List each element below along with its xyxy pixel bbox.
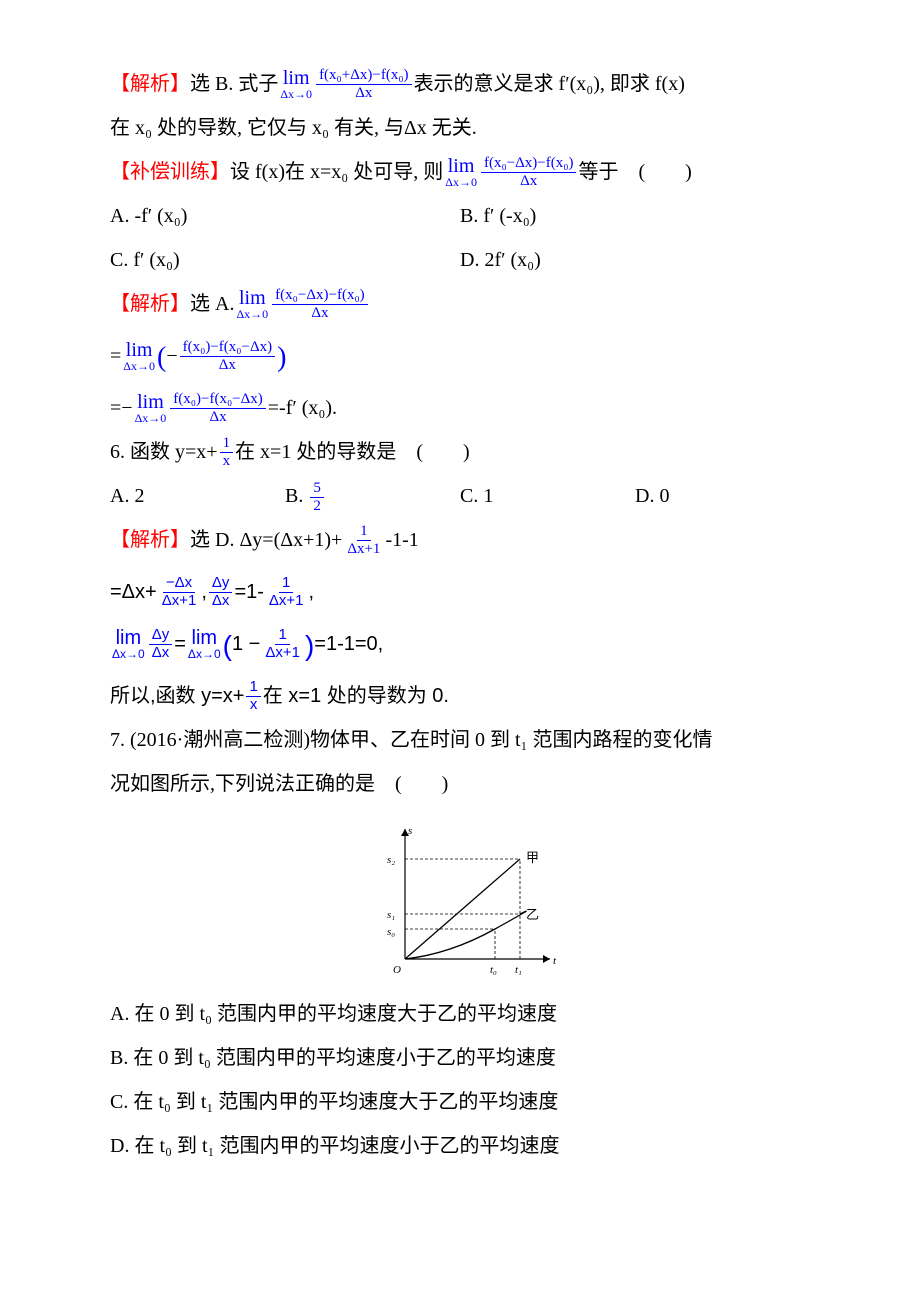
paren-left: ( xyxy=(157,330,166,386)
comp-ans-l1: 【解析】 选 A. lim Δx→0 f(x₀−Δx)−f(x₀) Δx xyxy=(110,284,810,324)
comp-question-line: 【补偿训练】 设 f(x)在 x=x₀ 处可导, 则 lim Δx→0 f(x₀… xyxy=(110,152,810,192)
fraction: −Δx Δx+1 xyxy=(159,575,200,609)
q6-ans-l4: 所以,函数 y=x+ 1 x 在 x=1 处的导数为 0. xyxy=(110,676,810,716)
paren-right: ) xyxy=(305,618,314,674)
fraction: f(x₀)−f(x₀−Δx) Δx xyxy=(180,339,276,373)
fraction: f(x₀)−f(x₀−Δx) Δx xyxy=(170,391,266,425)
svg-text:s₂: s₂ xyxy=(387,854,395,866)
limit-expr: lim Δx→0 xyxy=(445,156,477,188)
option-a: A. 2 xyxy=(110,476,285,516)
fraction: Δy Δx xyxy=(149,627,173,661)
q7-option-d: D. 在 t₀ 到 t₁ 范围内甲的平均速度小于乙的平均速度 xyxy=(110,1126,810,1166)
q7-option-a: A. 在 0 到 t₀ 范围内甲的平均速度大于乙的平均速度 xyxy=(110,994,810,1034)
q7-option-c: C. 在 t₀ 到 t₁ 范围内甲的平均速度大于乙的平均速度 xyxy=(110,1082,810,1122)
graph-svg: Os t s₂ s₁ s₀ t₀ t₁ 甲乙 xyxy=(350,814,570,984)
q7-graph: Os t s₂ s₁ s₀ t₀ t₁ 甲乙 xyxy=(110,814,810,984)
option-c: C. 1 xyxy=(460,476,635,516)
comp-options-row2: C. f′ (x₀) D. 2f′ (x₀) xyxy=(110,240,810,280)
analysis-tag: 【解析】 xyxy=(110,284,190,324)
fraction: f(x₀−Δx)−f(x₀) Δx xyxy=(272,287,368,321)
svg-text:s₁: s₁ xyxy=(387,909,395,921)
option-d: D. 0 xyxy=(635,476,810,516)
fraction: 1 Δx+1 xyxy=(344,523,383,557)
option-a: A. -f′ (x₀) xyxy=(110,196,460,236)
fraction: f(x₀+Δx)−f(x₀) Δx xyxy=(316,67,412,101)
comp-options-row1: A. -f′ (x₀) B. f′ (-x₀) xyxy=(110,196,810,236)
q6-ans-l3: lim Δx→0 Δy Δx = lim Δx→0 ( 1 − 1 Δx+1 )… xyxy=(110,616,810,672)
q7-line1: 7. (2016·潮州高二检测)物体甲、乙在时间 0 到 t₁ 范围内路程的变化… xyxy=(110,720,810,760)
svg-text:乙: 乙 xyxy=(526,907,539,922)
p1-mid: 表示的意义是求 f′(x₀), 即求 f(x) xyxy=(414,64,685,104)
comp-q-prefix: 设 f(x)在 x=x₀ 处可导, 则 xyxy=(230,152,443,192)
svg-text:O: O xyxy=(393,964,401,976)
paren-left: ( xyxy=(223,618,232,674)
limit-expr: lim Δx→0 xyxy=(280,68,312,100)
option-b: B. f′ (-x₀) xyxy=(460,196,810,236)
svg-text:t₁: t₁ xyxy=(515,964,522,976)
fraction: 5 2 xyxy=(310,480,324,514)
limit-expr: lim Δx→0 xyxy=(135,392,167,424)
fraction: 1 x xyxy=(220,435,234,469)
option-d: D. 2f′ (x₀) xyxy=(460,240,810,280)
analysis-tag: 【解析】 xyxy=(110,64,190,104)
comp-tag: 【补偿训练】 xyxy=(110,152,230,192)
comp-ans-l2: = lim Δx→0 ( − f(x₀)−f(x₀−Δx) Δx ) xyxy=(110,328,810,384)
paren-right: ) xyxy=(277,330,286,386)
fraction: 1 x xyxy=(246,679,260,713)
limit-expr: lim Δx→0 xyxy=(112,628,145,660)
q7-line2: 况如图所示,下列说法正确的是 ( ) xyxy=(110,764,810,804)
fraction: Δy Δx xyxy=(209,575,233,609)
q7-option-b: B. 在 0 到 t₀ 范围内甲的平均速度小于乙的平均速度 xyxy=(110,1038,810,1078)
fraction: 1 Δx+1 xyxy=(266,575,307,609)
limit-expr: lim Δx→0 xyxy=(188,628,221,660)
svg-text:t₀: t₀ xyxy=(490,964,497,976)
svg-text:t: t xyxy=(553,955,557,967)
svg-text:甲: 甲 xyxy=(526,850,539,865)
svg-text:s: s xyxy=(408,825,412,837)
analysis-line-2: 在 x₀ 处的导数, 它仅与 x₀ 有关, 与Δx 无关. xyxy=(110,108,810,148)
comp-q-suffix: 等于 ( ) xyxy=(578,152,691,192)
analysis-tag: 【解析】 xyxy=(110,520,190,560)
fraction: 1 Δx+1 xyxy=(262,627,303,661)
comp-ans-l3: =− lim Δx→0 f(x₀)−f(x₀−Δx) Δx =-f′ (x₀). xyxy=(110,388,810,428)
fraction: f(x₀−Δx)−f(x₀) Δx xyxy=(481,155,577,189)
p1-prefix: 选 B. 式子 xyxy=(190,64,278,104)
analysis-line-1: 【解析】 选 B. 式子 lim Δx→0 f(x₀+Δx)−f(x₀) Δx … xyxy=(110,64,810,104)
q6-ans-l2: =Δx+ −Δx Δx+1 , Δy Δx =1- 1 Δx+1 , xyxy=(110,572,810,612)
svg-text:s₀: s₀ xyxy=(387,926,395,938)
limit-expr: lim Δx→0 xyxy=(236,288,268,320)
limit-expr: lim Δx→0 xyxy=(123,340,155,372)
q6-question: 6. 函数 y=x+ 1 x 在 x=1 处的导数是 ( ) xyxy=(110,432,810,472)
option-c: C. f′ (x₀) xyxy=(110,240,460,280)
option-b: B. 5 2 xyxy=(285,476,460,516)
q6-options: A. 2 B. 5 2 C. 1 D. 0 xyxy=(110,476,810,516)
q6-ans-l1: 【解析】 选 D. Δy=(Δx+1)+ 1 Δx+1 -1-1 xyxy=(110,520,810,560)
